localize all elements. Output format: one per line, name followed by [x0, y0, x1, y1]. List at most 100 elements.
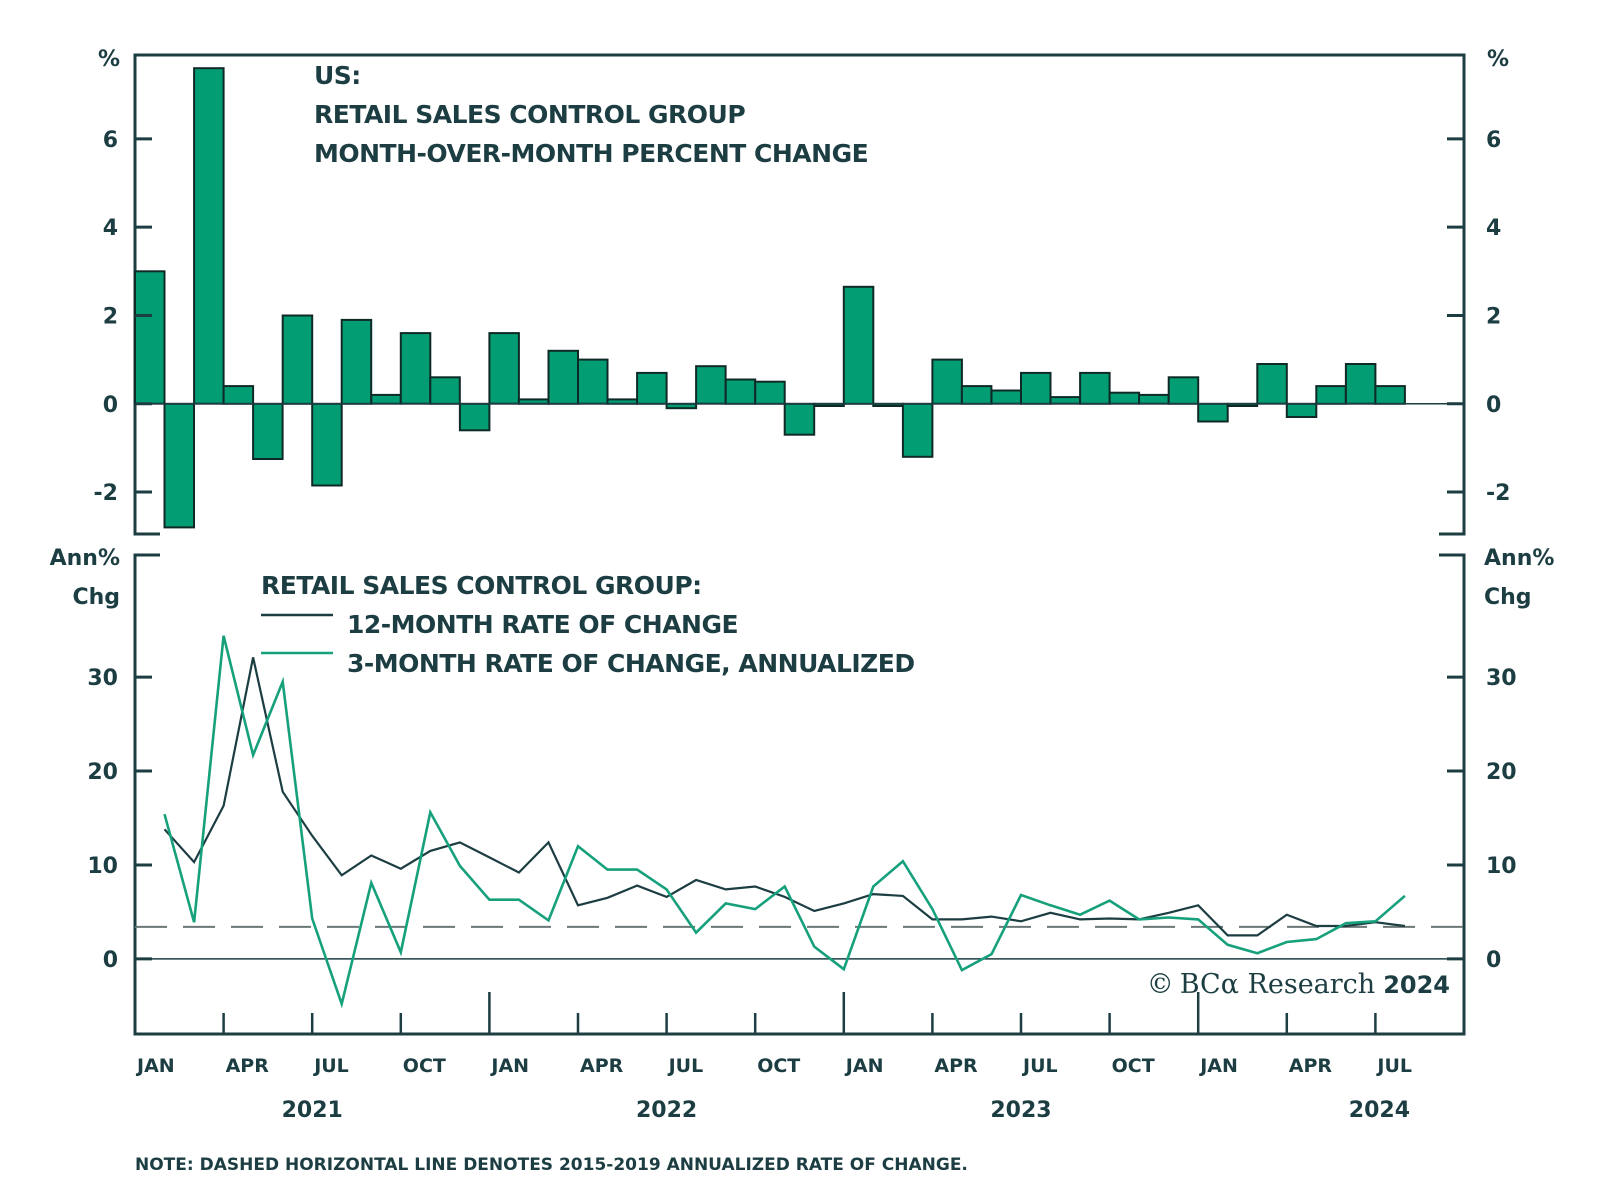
bar-2022-09: [724, 378, 757, 405]
bar-2021-10: [399, 332, 432, 405]
top-right-tick-label: 2: [1486, 304, 1501, 329]
top-left-unit-label: %: [98, 47, 120, 72]
bar-2023-03: [901, 402, 934, 458]
x-axis: JAN APR JUL OCT JAN APR JUL OCT JAN APR JUL OCT JAN A…: [135, 992, 1412, 1123]
x-month-label: JAN: [489, 1055, 529, 1077]
bar-2022-01: [488, 332, 520, 405]
bar-2021-04: [222, 385, 255, 405]
bar-2023-10: [1108, 391, 1141, 405]
chart-title-line-2: RETAIL SALES CONTROL GROUP: [314, 100, 745, 129]
x-year-label: 2024: [1349, 1098, 1410, 1123]
bar-2023-08: [1049, 396, 1081, 405]
bar-2022-11: [783, 402, 816, 436]
x-month-label: JUL: [1375, 1055, 1412, 1077]
bar-2021-06: [281, 314, 314, 405]
x-axis-ticks: [222, 992, 1377, 1034]
legend: RETAIL SALES CONTROL GROUP: 12-MONTH RAT…: [261, 571, 915, 678]
bar-2022-06: [636, 371, 668, 405]
x-month-label: JAN: [1198, 1055, 1238, 1077]
top-left-tick-label: 0: [103, 393, 118, 418]
x-month-label: APR: [226, 1055, 270, 1077]
bottom-left-unit-label-2: Chg: [72, 585, 120, 610]
x-year-label: 2022: [636, 1098, 697, 1123]
bar-2022-04: [577, 358, 609, 405]
top-left-tick-label: 4: [103, 216, 118, 241]
copyright-brand: BCα Research: [1180, 969, 1375, 1000]
top-y-ticks: -2 -2 0 0 2 2 4 4 6 6: [94, 128, 1511, 506]
bar-2021-08: [340, 318, 373, 405]
bottom-right-tick-label: 20: [1486, 760, 1517, 785]
bar-2021-09: [370, 393, 402, 405]
x-axis-month-labels: JAN APR JUL OCT JAN APR JUL OCT JAN APR JUL OCT JAN A…: [135, 1055, 1412, 1077]
bottom-left-tick-label: 0: [103, 948, 118, 973]
rate-of-change-lines: [163, 635, 1406, 1009]
bar-2021-05: [252, 402, 284, 460]
bottom-panel: 0 0 10 10 20 20 30 30 Ann% Chg Ann% Chg RETAIL …: [50, 546, 1554, 1036]
copyright-year: 2024: [1383, 971, 1450, 999]
bottom-left-tick-label: 30: [87, 666, 118, 691]
top-panel: -2 -2 0 0 2 2 4 4 6 6 % % US: RETAIL SALES CONTRO…: [94, 47, 1511, 536]
chart-title-line-3: MONTH-OVER-MONTH PERCENT CHANGE: [314, 139, 868, 168]
copyright-symbol: ©: [1147, 969, 1174, 1000]
x-month-label: APR: [580, 1055, 624, 1077]
x-month-label: OCT: [1112, 1055, 1155, 1077]
line-3-month-rate-annualized: [163, 635, 1406, 1009]
x-month-label: OCT: [403, 1055, 446, 1077]
x-axis-year-labels: 2021 2022 2023 2024: [282, 1098, 1410, 1123]
x-month-label: APR: [934, 1055, 978, 1077]
bar-2023-12: [1167, 376, 1200, 405]
top-left-tick-label: 6: [103, 128, 118, 153]
top-right-tick-label: 6: [1486, 128, 1501, 153]
legend-label-3-month: 3-MONTH RATE OF CHANGE, ANNUALIZED: [347, 649, 915, 678]
x-year-label: 2023: [990, 1098, 1051, 1123]
bottom-right-tick-label: 30: [1486, 666, 1517, 691]
x-month-label: JUL: [312, 1055, 349, 1077]
bar-2021-03: [193, 67, 225, 405]
top-right-unit-label: %: [1487, 47, 1509, 72]
footnote: NOTE: DASHED HORIZONTAL LINE DENOTES 201…: [135, 1155, 968, 1175]
copyright-text: © BCα Research 2024: [1147, 969, 1450, 1000]
bottom-right-unit-label-1: Ann%: [1484, 546, 1554, 571]
bar-2021-12: [458, 402, 491, 432]
bar-2024-04: [1285, 402, 1318, 418]
chart-title-line-1: US:: [314, 61, 361, 90]
x-month-label: JUL: [667, 1055, 704, 1077]
bar-2023-07: [1020, 371, 1052, 405]
bar-2021-02: [163, 402, 195, 529]
legend-label-12-month: 12-MONTH RATE OF CHANGE: [347, 610, 738, 639]
bar-2021-07: [311, 402, 343, 487]
bar-2023-06: [990, 389, 1022, 405]
x-month-label: JUL: [1021, 1055, 1058, 1077]
bottom-left-tick-label: 10: [87, 854, 118, 879]
bar-2022-03: [547, 349, 579, 405]
bottom-y-ticks: 0 0 10 10 20 20 30 30: [87, 666, 1516, 973]
x-month-label: JAN: [135, 1055, 175, 1077]
top-right-tick-label: -2: [1486, 481, 1510, 506]
bar-2024-05: [1315, 385, 1347, 405]
bar-2022-08: [695, 365, 727, 405]
copyright: © BCα Research 2024: [1147, 969, 1450, 1000]
bar-2021-01: [134, 270, 166, 405]
bar-2023-09: [1079, 371, 1111, 405]
bar-2022-10: [754, 380, 786, 405]
bar-2024-07: [1374, 385, 1406, 405]
mom-bars: [134, 67, 1406, 529]
x-month-label: APR: [1289, 1055, 1333, 1077]
bar-2021-11: [429, 376, 461, 405]
line-12-month-rate: [163, 657, 1406, 937]
bottom-panel-frame: [133, 553, 1466, 1036]
bottom-right-unit-label-2: Chg: [1484, 585, 1532, 610]
bottom-left-tick-label: 20: [87, 760, 118, 785]
bar-2023-01: [842, 285, 875, 405]
x-month-label: OCT: [757, 1055, 800, 1077]
bar-2024-06: [1344, 363, 1377, 405]
top-right-tick-label: 4: [1486, 216, 1501, 241]
x-month-label: JAN: [844, 1055, 884, 1077]
x-year-label: 2021: [282, 1098, 343, 1123]
bar-2024-01: [1197, 402, 1229, 423]
top-left-tick-label: -2: [94, 481, 118, 506]
bar-2023-05: [960, 385, 993, 405]
bottom-right-tick-label: 10: [1486, 854, 1517, 879]
top-right-tick-label: 0: [1486, 393, 1501, 418]
